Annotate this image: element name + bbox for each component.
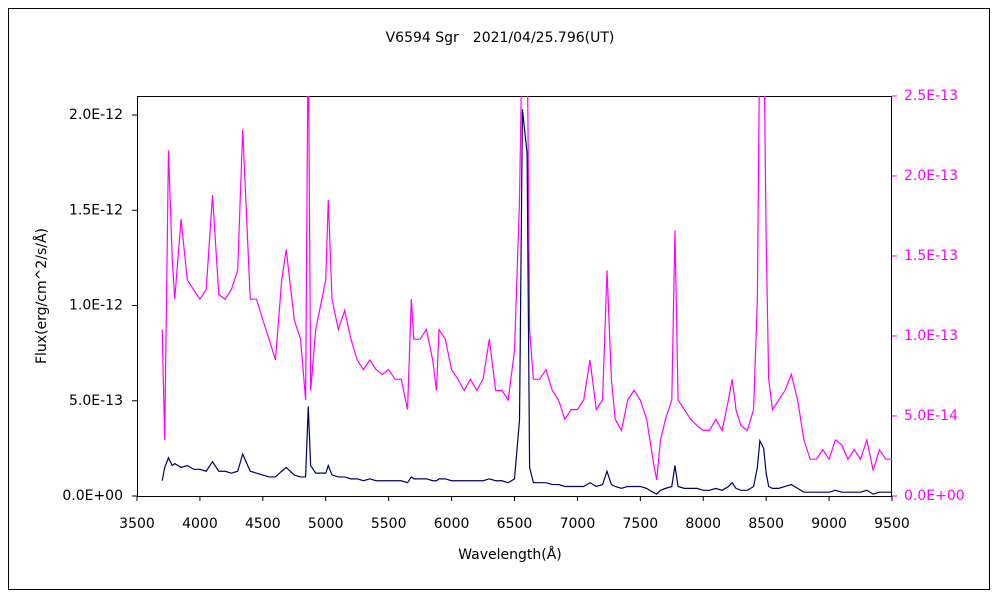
y2-tick-label: 2.0E-13 bbox=[904, 168, 958, 184]
y-tick-label: 0.0E+00 bbox=[62, 488, 123, 504]
x-tick-label: 6500 bbox=[497, 516, 533, 532]
spectrum-line bbox=[161, 96, 892, 481]
x-tick-label: 4000 bbox=[182, 516, 218, 532]
x-tick-label: 8500 bbox=[748, 516, 784, 532]
x-tick-label: 3500 bbox=[119, 516, 155, 532]
spectrum-line bbox=[161, 109, 892, 495]
x-tick-label: 8000 bbox=[685, 516, 721, 532]
y-tick-label: 2.0E-12 bbox=[69, 107, 123, 123]
x-tick-label: 9000 bbox=[811, 516, 847, 532]
x-axis-label: Wavelength(Å) bbox=[458, 546, 562, 563]
x-tick-label: 5500 bbox=[371, 516, 407, 532]
x-tick-label: 6000 bbox=[434, 516, 470, 532]
y-tick-label: 1.5E-12 bbox=[69, 202, 123, 218]
y-tick-label: 5.0E-13 bbox=[69, 393, 123, 409]
chart-title: V6594 Sgr 2021/04/25.796(UT) bbox=[386, 30, 615, 46]
x-tick-label: 7000 bbox=[560, 516, 596, 532]
x-tick-label: 9500 bbox=[874, 516, 910, 532]
y-tick-label: 1.0E-12 bbox=[69, 298, 123, 314]
y-axis-label: Flux(erg/cm^2/s/Å) bbox=[33, 228, 50, 364]
x-tick-label: 7500 bbox=[623, 516, 659, 532]
y2-tick-label: 1.0E-13 bbox=[904, 328, 958, 344]
y2-tick-label: 1.5E-13 bbox=[904, 248, 958, 264]
y2-tick-label: 2.5E-13 bbox=[904, 88, 958, 104]
x-tick-label: 5000 bbox=[308, 516, 344, 532]
y2-tick-label: 5.0E-14 bbox=[904, 408, 958, 424]
y2-tick-label: 0.0E+00 bbox=[904, 488, 965, 504]
x-tick-label: 4500 bbox=[245, 516, 281, 532]
